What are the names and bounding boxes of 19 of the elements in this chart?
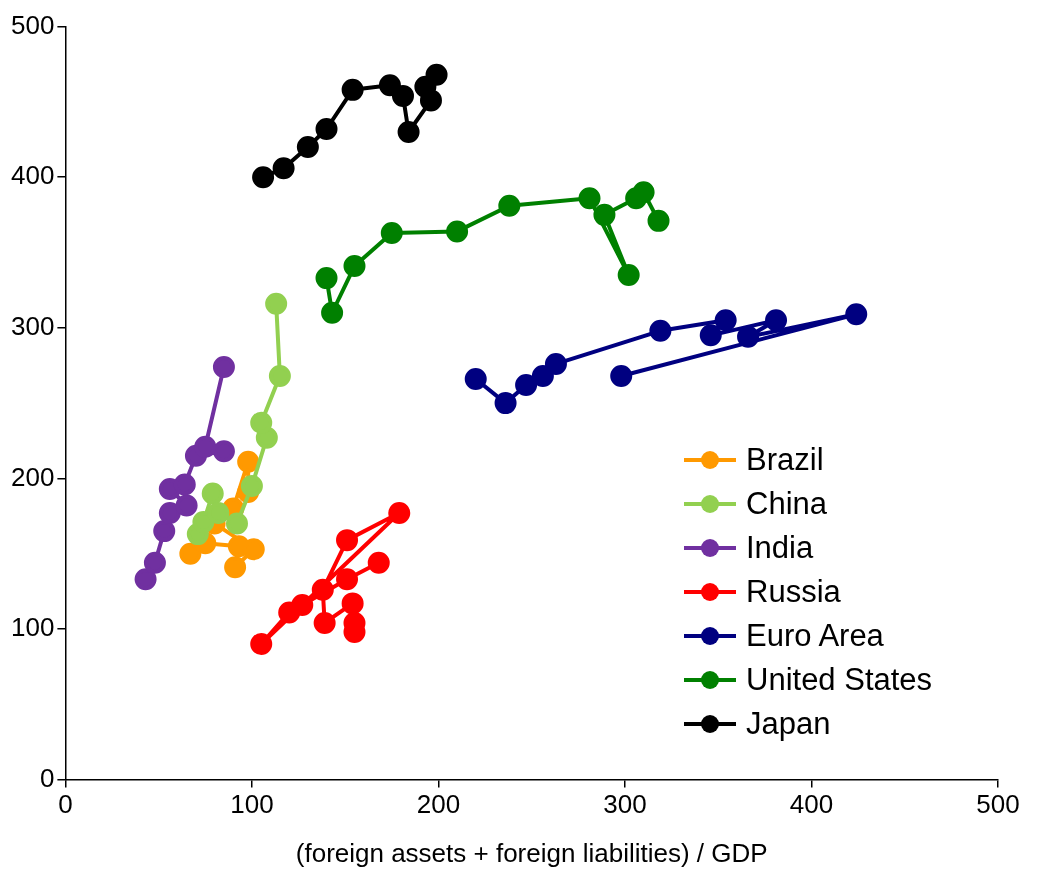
legend-label: Brazil (746, 441, 824, 479)
y-tick-label: 300 (10, 310, 55, 341)
x-axis-title: (foreign assets + foreign liabilities) / GDP (295, 837, 768, 868)
x-tick-label: 200 (416, 789, 461, 820)
legend-label: India (746, 529, 814, 567)
legend-label: Russia (746, 573, 841, 611)
legend-label: Euro Area (746, 617, 884, 655)
legend-label: China (746, 485, 827, 523)
y-tick-label: 200 (10, 461, 55, 492)
legend-label: Japan (746, 705, 831, 743)
y-tick-label: 100 (10, 612, 55, 643)
y-tick-label: 0 (39, 762, 55, 793)
x-tick-label: 500 (976, 789, 1020, 820)
y-tick-label: 400 (10, 160, 55, 191)
y-tick-label: 500 (10, 9, 55, 40)
x-tick-label: 100 (230, 789, 274, 820)
legend-label: United States (746, 661, 933, 699)
x-tick-label: 400 (789, 789, 834, 820)
x-tick-label: 300 (603, 789, 647, 820)
